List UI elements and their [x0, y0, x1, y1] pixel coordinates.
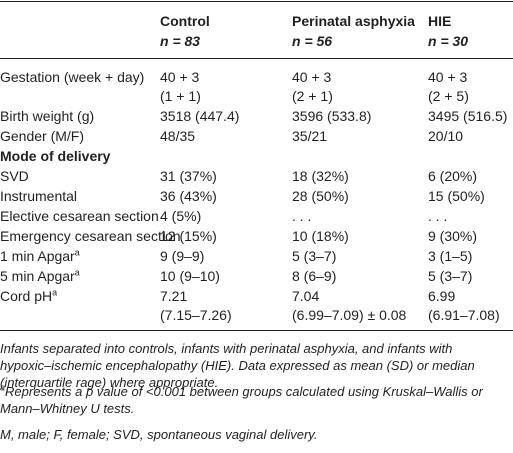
- cell: 3596 (533.8): [292, 108, 372, 124]
- cell: 3 (1–5): [428, 248, 473, 264]
- cell: 5 (3–7): [428, 268, 473, 284]
- header-rule: [0, 58, 513, 59]
- cell: (2 + 1): [292, 88, 333, 104]
- cell: 9 (30%): [428, 228, 478, 244]
- cell: (2 + 5): [428, 88, 469, 104]
- row-label: Emergency cesarean section: [0, 228, 181, 244]
- cell: 5 (3–7): [292, 248, 337, 264]
- cell: 10 (18%): [292, 228, 349, 244]
- cell: 7.21: [160, 288, 188, 304]
- cell: 28 (50%): [292, 188, 349, 204]
- cell: 7.04: [292, 288, 320, 304]
- row-label: Birth weight (g): [0, 108, 95, 124]
- footnote: Infants separated into controls, infants…: [0, 340, 505, 391]
- cell: 20/10: [428, 128, 464, 144]
- bottom-rule: [0, 330, 513, 331]
- top-rule: [0, 1, 513, 2]
- row-label: SVD: [0, 168, 29, 184]
- cell: 12 (15%): [160, 228, 217, 244]
- section-label: Mode of delivery: [0, 148, 111, 164]
- cell: 6.99: [428, 288, 456, 304]
- row-label: 1 min Apgara: [0, 247, 80, 266]
- cell: 10 (9–10): [160, 268, 220, 284]
- column-count: n = 83: [160, 33, 201, 49]
- footnote-text: Infants separated into controls, infants…: [0, 341, 475, 390]
- column-count: n = 56: [292, 33, 333, 49]
- cell: 40 + 3: [160, 69, 200, 85]
- cell: (6.91–7.08): [428, 307, 500, 323]
- cell: 40 + 3: [292, 69, 332, 85]
- cell: 4 (5%): [160, 208, 202, 224]
- cell: 9 (9–9): [160, 248, 205, 264]
- footnote-text: M, male; F, female; SVD, spontaneous vag…: [0, 427, 318, 442]
- row-label: Elective cesarean section: [0, 208, 159, 224]
- column-title: Control: [160, 13, 210, 29]
- cell: 8 (6–9): [292, 268, 337, 284]
- column-title: HIE: [428, 13, 452, 29]
- cell: (1 + 1): [160, 88, 201, 104]
- row-label-text: 1 min Apgar: [0, 248, 75, 264]
- cell: 48/35: [160, 128, 196, 144]
- row-label-sup: a: [52, 287, 58, 298]
- row-label-sup: a: [74, 247, 80, 258]
- cell: 3518 (447.4): [160, 108, 240, 124]
- cell: 15 (50%): [428, 188, 485, 204]
- row-label: Gestation (week + day): [0, 69, 145, 85]
- cell: (6.99–7.09) ± 0.08: [292, 307, 407, 323]
- cell: 18 (32%): [292, 168, 349, 184]
- cell: (7.15–7.26): [160, 307, 232, 323]
- row-label-text: 5 min Apgar: [0, 268, 75, 284]
- row-label: Gender (M/F): [0, 128, 85, 144]
- footnote-text: Represents a p value of <0.001 between g…: [0, 384, 483, 416]
- row-label: 5 min Apgara: [0, 267, 80, 286]
- column-count: n = 30: [428, 33, 469, 49]
- cell: 40 + 3: [428, 69, 468, 85]
- row-label: Instrumental: [0, 188, 78, 204]
- row-label-sup: a: [74, 267, 80, 278]
- row-label: Cord pHa: [0, 287, 57, 306]
- row-label-text: Cord pH: [0, 288, 53, 304]
- cell: 36 (43%): [160, 188, 217, 204]
- cell: 3495 (516.5): [428, 108, 508, 124]
- column-title: Perinatal asphyxia: [292, 13, 415, 29]
- footnote: aRepresents a p value of <0.001 between …: [0, 383, 505, 417]
- cell: 35/21: [292, 128, 328, 144]
- footnote-sup: a: [0, 382, 6, 393]
- footnote: M, male; F, female; SVD, spontaneous vag…: [0, 426, 505, 443]
- cell: 31 (37%): [160, 168, 217, 184]
- cell: 6 (20%): [428, 168, 478, 184]
- cell: . . .: [292, 208, 312, 224]
- cell: . . .: [428, 208, 448, 224]
